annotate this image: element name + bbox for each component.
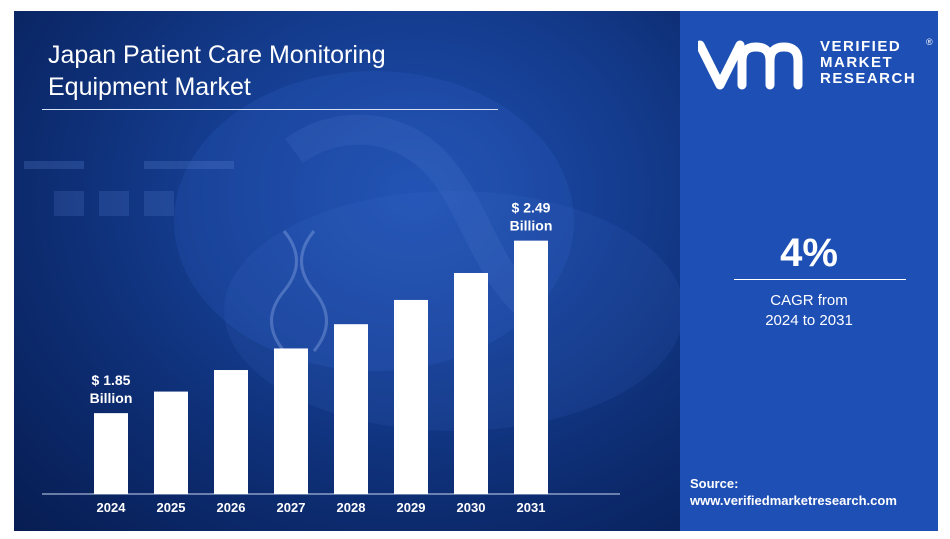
cagr-label-line-2: 2024 to 2031 <box>765 312 853 329</box>
x-tick-label: 2027 <box>277 500 306 515</box>
brand-line-1: VERIFIED <box>820 38 902 55</box>
data-label: $ 2.49 <box>512 200 551 216</box>
brand-name: VERIFIED MARKET RESEARCH <box>820 39 916 87</box>
summary-panel: VERIFIED MARKET RESEARCH ® 4% CAGR from … <box>680 11 938 531</box>
x-tick-label: 2028 <box>337 500 366 515</box>
bar-2028 <box>334 324 368 494</box>
bar-chart: 2024 2025 2026 2027 2028 2029 2030 2031 $ 1.85 Bi… <box>42 200 620 515</box>
x-tick-label: 2031 <box>517 500 546 515</box>
data-label: Billion <box>90 390 133 406</box>
x-tick-label: 2026 <box>217 500 246 515</box>
chart-title: Japan Patient Care Monitoring Equipment … <box>48 39 528 103</box>
cagr-label-line-1: CAGR from <box>770 292 848 309</box>
bar-2025 <box>154 391 188 494</box>
brand-logo: VERIFIED MARKET RESEARCH ® <box>698 35 933 95</box>
cagr-value: 4% <box>780 231 838 275</box>
bar-2030 <box>454 272 488 494</box>
source-note: Source: www.verifiedmarketresearch.com <box>690 475 897 509</box>
background-decoration <box>24 71 680 431</box>
bar-2031 <box>514 240 548 494</box>
vmr-logo-icon <box>698 40 803 90</box>
infographic: Japan Patient Care Monitoring Equipment … <box>14 11 938 531</box>
data-label: $ 1.85 <box>92 372 131 388</box>
title-divider <box>42 109 498 110</box>
x-tick-label: 2024 <box>97 500 127 515</box>
brand-line-3: RESEARCH <box>820 70 917 87</box>
bar-2029 <box>394 299 428 494</box>
cagr-divider <box>734 279 906 280</box>
bar-2027 <box>274 348 308 494</box>
source-label: Source: <box>690 476 739 491</box>
brand-line-2: MARKET <box>820 54 894 71</box>
x-tick-label: 2030 <box>457 500 486 515</box>
chart-panel: Japan Patient Care Monitoring Equipment … <box>14 11 680 531</box>
source-url: www.verifiedmarketresearch.com <box>690 493 897 508</box>
x-tick-label: 2025 <box>157 500 186 515</box>
data-label: Billion <box>510 218 553 234</box>
registered-mark: ® <box>926 37 933 47</box>
x-tick-label: 2029 <box>397 500 426 515</box>
bar-2024 <box>94 413 128 494</box>
bar-2026 <box>214 370 248 494</box>
title-line-2: Equipment Market <box>48 73 251 101</box>
title-line-1: Japan Patient Care Monitoring <box>48 41 386 69</box>
cagr-label: CAGR from 2024 to 2031 <box>680 291 938 331</box>
